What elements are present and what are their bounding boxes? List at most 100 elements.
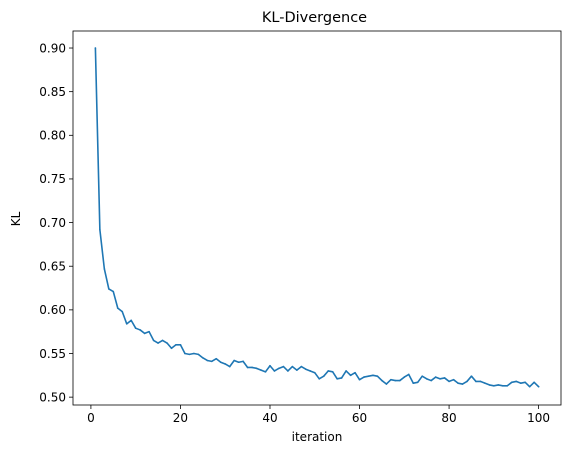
- data-point: [264, 371, 267, 373]
- data-point: [228, 365, 231, 368]
- y-tick-label: 0.55: [39, 347, 66, 361]
- data-point: [152, 339, 155, 342]
- data-point: [493, 385, 495, 387]
- y-axis-title: KL: [9, 211, 23, 226]
- data-point: [130, 319, 132, 322]
- data-point: [219, 361, 222, 364]
- data-point: [354, 371, 356, 374]
- data-point: [215, 357, 218, 360]
- data-point: [193, 352, 195, 355]
- data-point: [322, 375, 325, 378]
- data-point: [166, 342, 168, 344]
- data-point: [510, 381, 513, 384]
- x-tick-label: 20: [173, 411, 188, 425]
- data-point: [537, 385, 540, 388]
- data-point: [269, 364, 271, 367]
- data-point: [524, 381, 526, 384]
- data-point: [233, 359, 235, 362]
- data-point: [108, 288, 110, 290]
- y-tick-label: 0.65: [39, 260, 66, 274]
- y-tick-label: 0.50: [39, 390, 66, 404]
- data-point: [237, 361, 240, 364]
- data-point: [175, 343, 177, 346]
- data-point: [251, 366, 253, 369]
- y-axis: 0.50 0.55 0.60 0.65 0.70 0.75 0.80 0.85 0.90: [39, 41, 73, 404]
- series-line: [94, 47, 540, 388]
- data-point: [148, 330, 150, 333]
- data-point: [300, 365, 303, 368]
- data-point: [340, 377, 343, 379]
- data-point: [305, 368, 307, 371]
- data-point: [327, 370, 329, 372]
- plot-area: [94, 47, 540, 388]
- data-point: [134, 327, 137, 329]
- data-point: [515, 380, 518, 383]
- data-point: [461, 383, 464, 385]
- axes-border: [72, 30, 562, 406]
- data-point: [412, 382, 415, 384]
- data-point: [484, 382, 486, 384]
- data-point: [282, 365, 285, 368]
- data-point: [372, 374, 374, 377]
- data-point: [475, 380, 477, 383]
- data-point: [385, 383, 388, 385]
- data-point: [296, 369, 298, 371]
- chart-title: KL-Divergence: [262, 10, 367, 26]
- data-point: [112, 290, 115, 293]
- data-point: [506, 385, 509, 387]
- data-point: [94, 47, 97, 49]
- data-point: [125, 323, 128, 325]
- axes-frame: [72, 30, 562, 406]
- data-point: [470, 375, 473, 378]
- data-point: [407, 373, 410, 376]
- data-point: [403, 376, 406, 378]
- data-point: [273, 370, 276, 372]
- data-point: [246, 366, 249, 369]
- data-point: [390, 378, 392, 381]
- data-point: [367, 375, 370, 378]
- data-point: [291, 365, 294, 368]
- data-point: [139, 329, 141, 331]
- data-point: [116, 307, 119, 309]
- data-point: [497, 384, 500, 386]
- data-point: [143, 332, 146, 335]
- data-point: [188, 353, 191, 356]
- data-point: [430, 379, 432, 382]
- data-point: [439, 378, 441, 380]
- data-point: [381, 379, 383, 382]
- data-point: [255, 367, 258, 370]
- data-point: [349, 374, 352, 377]
- data-point: [161, 339, 164, 342]
- data-point: [206, 359, 209, 362]
- x-tick-label: 0: [87, 411, 95, 425]
- data-point: [466, 380, 468, 383]
- y-tick-label: 0.70: [39, 216, 66, 230]
- data-point: [519, 382, 522, 384]
- data-point: [331, 371, 334, 373]
- data-point: [309, 370, 312, 372]
- x-tick-label: 60: [352, 411, 367, 425]
- x-tick-label: 80: [441, 411, 456, 425]
- data-point: [394, 379, 397, 382]
- data-point: [425, 378, 428, 380]
- data-point: [224, 363, 227, 365]
- data-point: [479, 380, 482, 383]
- data-point: [184, 352, 186, 355]
- data-point: [99, 228, 101, 231]
- data-point: [260, 369, 262, 371]
- data-point: [358, 378, 361, 381]
- y-tick-label: 0.75: [39, 172, 66, 186]
- x-tick-label: 40: [262, 411, 277, 425]
- data-point: [528, 385, 531, 388]
- data-point: [318, 378, 321, 380]
- data-point: [170, 347, 173, 350]
- data-point: [416, 381, 419, 384]
- data-point: [210, 360, 213, 363]
- data-point: [457, 382, 459, 384]
- y-tick-label: 0.85: [39, 85, 66, 99]
- data-point: [197, 353, 200, 356]
- x-axis: 0 20 40 60 80 100: [87, 405, 550, 425]
- data-point: [502, 385, 504, 387]
